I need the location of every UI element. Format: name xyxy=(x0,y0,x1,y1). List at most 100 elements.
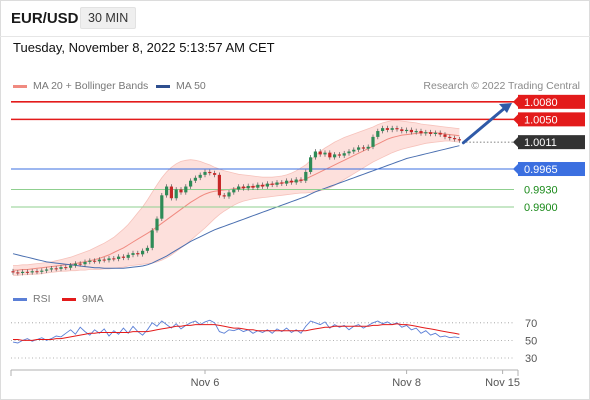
candle-body xyxy=(342,153,346,156)
candle-body xyxy=(275,182,279,185)
resistance-tag-label: 1.0080 xyxy=(524,97,558,109)
candle-body xyxy=(270,183,274,185)
support-tag-label: 0.9930 xyxy=(524,184,558,196)
candle-body xyxy=(193,177,197,181)
current-price-tag-bg xyxy=(518,135,585,150)
candle-body xyxy=(213,173,217,175)
current-price-tag-label: 1.0011 xyxy=(524,137,557,149)
candle-body xyxy=(83,261,87,265)
resistance-tag-pointer xyxy=(513,96,518,107)
timestamp: Tuesday, November 8, 2022 5:13:57 AM CET xyxy=(13,40,275,55)
candle-body xyxy=(21,271,25,273)
candle-body xyxy=(448,136,452,139)
candle-body xyxy=(309,157,313,172)
candle-body xyxy=(217,174,221,196)
candle-body xyxy=(457,139,461,141)
candle-body xyxy=(419,131,423,134)
candle-body xyxy=(366,146,370,149)
candle-body xyxy=(318,151,322,155)
time-axis-label: Nov 8 xyxy=(392,377,421,389)
legend-rsi-label: RSI xyxy=(33,293,51,305)
candle-body xyxy=(357,147,361,150)
candle-body xyxy=(313,151,317,158)
rsi-level-label: 70 xyxy=(525,318,537,330)
legend-ma50: MA 50 xyxy=(156,80,206,92)
candle-body xyxy=(376,131,380,137)
candle-body xyxy=(49,268,53,270)
pivot-tag-bg xyxy=(518,162,585,177)
resistance-tag-bg xyxy=(518,112,585,127)
candle-body xyxy=(256,184,260,188)
candle-body xyxy=(241,186,245,189)
timeframe-badge[interactable]: 30 MIN xyxy=(80,7,137,29)
candle-body xyxy=(88,260,92,262)
candle-body xyxy=(390,128,394,130)
candle-body xyxy=(227,192,231,197)
candle-body xyxy=(184,186,188,193)
candle-body xyxy=(265,183,269,187)
rsi-level-label: 30 xyxy=(525,353,537,365)
candle-body xyxy=(237,186,241,190)
candle-body xyxy=(405,129,409,132)
candle-body xyxy=(30,271,34,273)
candle-body xyxy=(131,253,135,255)
legend-rsi-ma-swatch xyxy=(62,297,76,301)
candle-body xyxy=(203,171,207,175)
candle-body xyxy=(136,253,140,255)
bollinger-band xyxy=(13,120,460,276)
candle-body xyxy=(73,263,77,266)
candle-body xyxy=(150,230,154,248)
support-tag-label: 0.9900 xyxy=(524,202,558,214)
rsi-line xyxy=(12,319,460,344)
current-price-tag-pointer xyxy=(513,137,518,148)
candle-body xyxy=(371,136,375,147)
candle-body xyxy=(160,195,164,219)
candle-body xyxy=(429,132,433,134)
candle-body xyxy=(299,179,303,181)
candle-body xyxy=(93,260,97,262)
resistance-tag-pointer xyxy=(513,114,518,125)
candle-body xyxy=(16,272,20,274)
legend-ma20-swatch xyxy=(13,84,27,88)
candle-body xyxy=(285,180,289,184)
candle-body xyxy=(59,267,63,269)
candle-body xyxy=(208,171,212,174)
candle-body xyxy=(347,151,351,154)
candle-body xyxy=(112,258,116,260)
header-bar: EUR/USD 30 MIN xyxy=(0,0,590,37)
candle-body xyxy=(409,129,413,133)
candle-body xyxy=(11,271,15,273)
candle-body xyxy=(304,171,308,181)
rsi-ma-line xyxy=(13,323,460,341)
candle-body xyxy=(145,247,149,251)
candle-body xyxy=(179,189,183,193)
candle-body xyxy=(40,270,44,272)
candle-body xyxy=(232,189,236,193)
candle-body xyxy=(78,263,82,265)
candle-body xyxy=(381,128,385,132)
legend-ma50-swatch xyxy=(156,84,170,88)
candle-body xyxy=(198,174,202,178)
candle-body xyxy=(433,132,437,134)
candle-body xyxy=(424,132,428,134)
candle-body xyxy=(169,186,173,199)
credit-text: Research © 2022 Trading Central xyxy=(423,80,580,92)
legend-rsi-ma-label: 9MA xyxy=(82,293,104,305)
candle-body xyxy=(54,268,58,270)
candle-body xyxy=(222,195,226,197)
candle-body xyxy=(25,271,29,273)
legend-ma50-label: MA 50 xyxy=(176,80,206,92)
candle-body xyxy=(333,154,337,158)
legend-ma20: MA 20 + Bollinger Bands xyxy=(13,80,148,92)
pivot-tag-pointer xyxy=(513,164,518,175)
candle-body xyxy=(45,269,49,271)
projection-arrow-shaft xyxy=(461,105,508,145)
candle-body xyxy=(328,152,332,158)
legend-rsi-swatch xyxy=(13,297,27,301)
candle-body xyxy=(64,267,68,269)
candle-body xyxy=(141,250,145,255)
time-axis-label: Nov 15 xyxy=(485,377,520,389)
legend-rsi-ma: 9MA xyxy=(62,293,104,305)
ma50-line xyxy=(12,145,460,269)
